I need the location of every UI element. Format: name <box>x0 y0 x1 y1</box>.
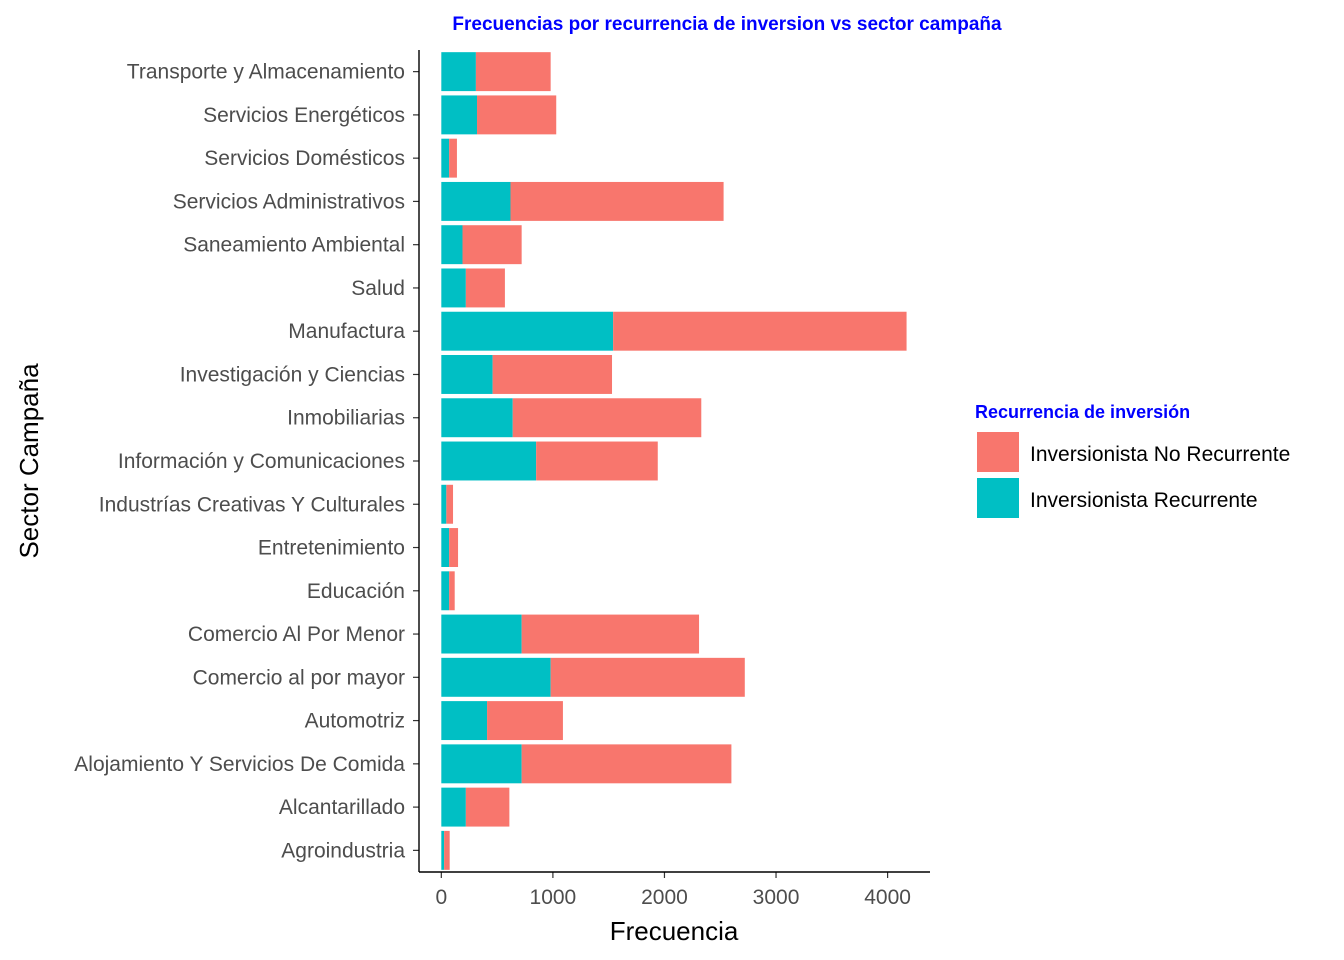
x-axis-label: Frecuencia <box>610 916 739 946</box>
y-tick-label: Salud <box>351 277 405 300</box>
y-tick-label: Industrías Creativas Y Culturales <box>99 493 405 516</box>
bar-inmobiliarias-recurrente <box>441 398 513 438</box>
y-tick-label: Entretenimiento <box>258 537 405 560</box>
legend: Recurrencia de inversión Inversionista N… <box>975 402 1290 518</box>
y-tick-label: Servicios Energéticos <box>203 104 405 127</box>
x-tick-label: 4000 <box>864 886 911 909</box>
bar-educacion-no-recurrente <box>449 571 455 611</box>
bar-saneamiento-ambiental-no-recurrente <box>462 225 522 265</box>
bar-automotriz-no-recurrente <box>487 701 563 741</box>
bar-alojamiento-y-servicios-de-comida-no-recurrente <box>521 744 732 784</box>
bar-comercio-al-por-menor-no-recurrente <box>521 614 700 654</box>
y-axis-label: Sector Campaña <box>14 363 44 559</box>
legend-label-recurrente: Inversionista Recurrente <box>1030 489 1258 512</box>
y-tick-label: Investigación y Ciencias <box>180 363 405 386</box>
y-tick-label: Servicios Domésticos <box>204 147 405 170</box>
bar-transporte-y-almacenamiento-recurrente <box>441 52 476 92</box>
bar-comercio-al-por-menor-recurrente <box>441 614 522 654</box>
bar-agroindustria-no-recurrente <box>444 830 450 870</box>
legend-title: Recurrencia de inversión <box>975 402 1190 422</box>
legend-label-no-recurrente: Inversionista No Recurrente <box>1030 443 1290 466</box>
bar-saneamiento-ambiental-recurrente <box>441 225 463 265</box>
bar-manufactura-recurrente <box>441 311 614 351</box>
y-tick-label: Saneamiento Ambiental <box>183 234 405 257</box>
bar-entretenimiento-recurrente <box>441 528 450 567</box>
bar-informacion-y-comunicaciones-recurrente <box>441 441 537 481</box>
legend-swatch-no-recurrente <box>977 432 1019 472</box>
bar-educacion-recurrente <box>441 571 450 611</box>
bar-agroindustria-recurrente <box>441 830 445 870</box>
y-tick-label: Información y Comunicaciones <box>118 450 405 473</box>
y-tick-label: Inmobiliarias <box>287 407 405 430</box>
bar-servicios-energeticos-no-recurrente <box>477 95 557 135</box>
bar-comercio-al-por-mayor-no-recurrente <box>550 657 745 697</box>
x-tick-label: 3000 <box>753 886 800 909</box>
bar-servicios-domesticos-recurrente <box>441 138 450 178</box>
legend-swatch-recurrente <box>977 478 1019 518</box>
bar-manufactura-no-recurrente <box>613 311 907 351</box>
x-tick-labels: 0 1000 2000 3000 4000 <box>435 872 911 909</box>
bar-alcantarillado-no-recurrente <box>465 787 510 827</box>
bar-industrias-creativas-y-culturales-recurrente <box>441 484 447 524</box>
bar-alojamiento-y-servicios-de-comida-recurrente <box>441 744 522 784</box>
y-tick-label: Alcantarillado <box>279 796 405 819</box>
x-tick-label: 0 <box>435 886 447 909</box>
bar-industrias-creativas-y-culturales-no-recurrente <box>446 484 454 524</box>
y-tick-label: Automotriz <box>305 710 405 733</box>
bar-informacion-y-comunicaciones-no-recurrente <box>536 441 658 481</box>
bar-comercio-al-por-mayor-recurrente <box>441 657 551 697</box>
bar-servicios-domesticos-no-recurrente <box>449 138 457 178</box>
bar-entretenimiento-no-recurrente <box>449 528 459 567</box>
bar-salud-recurrente <box>441 268 466 308</box>
bar-transporte-y-almacenamiento-no-recurrente <box>475 52 551 92</box>
bar-automotriz-recurrente <box>441 701 488 741</box>
bars-group <box>441 52 907 870</box>
x-tick-label: 2000 <box>641 886 688 909</box>
bar-servicios-energeticos-recurrente <box>441 95 478 135</box>
y-tick-label: Manufactura <box>288 320 405 343</box>
bar-investigacion-y-ciencias-no-recurrente <box>492 355 613 394</box>
y-tick-label: Educación <box>307 580 405 603</box>
y-tick-labels: Agroindustria Alcantarillado Alojamiento Y… <box>74 61 419 862</box>
x-tick-label: 1000 <box>530 886 577 909</box>
y-tick-label: Servicios Administrativos <box>173 190 405 213</box>
chart-title: Frecuencias por recurrencia de inversion… <box>452 14 1002 35</box>
y-tick-label: Agroindustria <box>281 839 405 862</box>
bar-investigacion-y-ciencias-recurrente <box>441 355 493 394</box>
bar-inmobiliarias-no-recurrente <box>512 398 702 438</box>
y-tick-label: Alojamiento Y Servicios De Comida <box>74 753 405 776</box>
y-tick-label: Comercio al por mayor <box>193 666 405 689</box>
bar-salud-no-recurrente <box>465 268 505 308</box>
bar-servicios-administrativos-no-recurrente <box>510 181 724 221</box>
bar-servicios-administrativos-recurrente <box>441 181 511 221</box>
bar-alcantarillado-recurrente <box>441 787 466 827</box>
y-tick-label: Transporte y Almacenamiento <box>127 61 405 84</box>
y-tick-label: Comercio Al Por Menor <box>188 623 405 646</box>
